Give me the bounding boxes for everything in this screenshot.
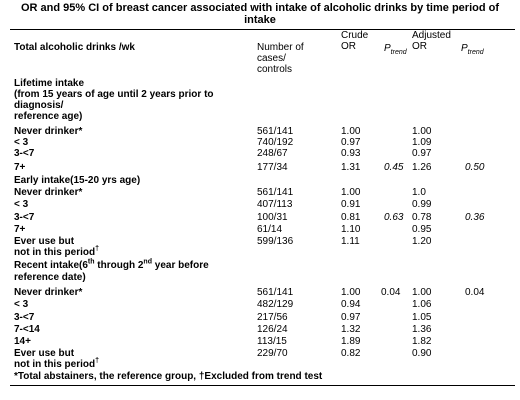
header-cases-3: controls bbox=[257, 64, 293, 75]
early-row-adjusted: 0.99 bbox=[412, 199, 432, 210]
recent-ever-use-cases: 229/70 bbox=[257, 348, 288, 359]
lifetime-row-ptrend-crude: 0.45 bbox=[384, 162, 404, 173]
header-adjusted-1: Adjusted bbox=[412, 30, 451, 41]
early-row-label: 7+ bbox=[14, 224, 26, 235]
recent-row-cases: 113/15 bbox=[257, 336, 287, 347]
recent-row-label: 7-<14 bbox=[14, 324, 40, 335]
recent-row-ptrend-adjusted: 0.04 bbox=[465, 287, 485, 298]
header-ptrend-2: Ptrend bbox=[461, 43, 484, 56]
recent-heading-1: Recent intake(6th through 2nd year befor… bbox=[14, 258, 209, 271]
lifetime-row-crude: 0.97 bbox=[341, 137, 361, 148]
header-ptrend-1: Ptrend bbox=[384, 43, 407, 56]
lifetime-heading-3: diagnosis/ bbox=[14, 100, 64, 111]
title-line-1: OR and 95% CI of breast cancer associate… bbox=[20, 2, 499, 14]
early-row-crude: 1.10 bbox=[341, 224, 361, 235]
lifetime-row-cases: 177/34 bbox=[257, 162, 288, 173]
early-row-adjusted: 0.78 bbox=[412, 212, 432, 223]
early-row-crude: 0.91 bbox=[341, 199, 361, 210]
early-row-cases: 561/141 bbox=[257, 187, 294, 198]
recent-row-cases: 126/24 bbox=[257, 324, 288, 335]
recent-row-cases: 561/141 bbox=[257, 287, 294, 298]
lifetime-row-adjusted: 1.09 bbox=[412, 137, 432, 148]
table-title: OR and 95% CI of breast cancer associate… bbox=[0, 2, 520, 26]
recent-row-adjusted: 1.05 bbox=[412, 312, 432, 323]
lifetime-row-cases: 561/141 bbox=[257, 126, 294, 137]
early-row-adjusted: 0.95 bbox=[412, 224, 432, 235]
header-total-drinks: Total alcoholic drinks /wk bbox=[14, 42, 135, 53]
recent-row-crude: 1.32 bbox=[341, 324, 361, 335]
early-ever-use-adjusted: 1.20 bbox=[412, 236, 432, 247]
early-row-label: < 3 bbox=[14, 199, 29, 210]
lifetime-row-label: 3-<7 bbox=[14, 148, 35, 159]
early-row-adjusted: 1.0 bbox=[412, 187, 426, 198]
title-line-2: intake bbox=[244, 14, 276, 26]
early-row-crude: 0.81 bbox=[341, 212, 361, 223]
early-row-label: Never drinker* bbox=[14, 187, 83, 198]
lifetime-row-crude: 0.93 bbox=[341, 148, 361, 159]
lifetime-row-label: Never drinker* bbox=[14, 126, 83, 137]
recent-ever-use-line-1: Ever use but bbox=[14, 348, 75, 359]
lifetime-row-label: 7+ bbox=[14, 162, 26, 173]
table-footnote: *Total abstainers, the reference group, … bbox=[14, 371, 323, 382]
lifetime-row-adjusted: 0.97 bbox=[412, 148, 432, 159]
lifetime-row-crude: 1.00 bbox=[341, 126, 361, 137]
footer-rule bbox=[10, 385, 515, 386]
recent-ever-use-line-2: not in this period† bbox=[14, 357, 100, 370]
recent-row-label: 14+ bbox=[14, 336, 31, 347]
early-ever-use-cases: 599/136 bbox=[257, 236, 294, 247]
recent-row-cases: 217/56 bbox=[257, 312, 288, 323]
early-row-cases: 61/14 bbox=[257, 224, 283, 235]
header-rule-top bbox=[10, 29, 515, 30]
recent-row-crude: 0.97 bbox=[341, 312, 361, 323]
recent-row-cases: 482/129 bbox=[257, 299, 294, 310]
recent-row-adjusted: 1.06 bbox=[412, 299, 432, 310]
early-ever-use-line-2: not in this period† bbox=[14, 245, 100, 258]
early-row-ptrend-adjusted: 0.36 bbox=[465, 212, 485, 223]
recent-row-adjusted: 1.36 bbox=[412, 324, 432, 335]
lifetime-row-adjusted: 1.26 bbox=[412, 162, 432, 173]
recent-row-label: 3-<7 bbox=[14, 312, 35, 323]
recent-heading-2: reference date) bbox=[14, 272, 86, 283]
recent-ever-use-adjusted: 0.90 bbox=[412, 348, 432, 359]
lifetime-row-adjusted: 1.00 bbox=[412, 126, 432, 137]
header-cases-2: cases/ bbox=[257, 53, 286, 64]
recent-row-adjusted: 1.82 bbox=[412, 336, 432, 347]
recent-row-label: < 3 bbox=[14, 299, 29, 310]
recent-row-crude: 1.00 bbox=[341, 287, 361, 298]
recent-row-crude: 0.94 bbox=[341, 299, 361, 310]
header-crude-1: Crude bbox=[341, 30, 369, 41]
header-cases-1: Number of bbox=[257, 42, 304, 53]
recent-ever-use-crude: 0.82 bbox=[341, 348, 361, 359]
early-heading: Early intake(15-20 yrs age) bbox=[14, 175, 141, 186]
early-row-label: 3-<7 bbox=[14, 212, 35, 223]
early-ever-use-line-1: Ever use but bbox=[14, 236, 75, 247]
lifetime-heading-2: (from 15 years of age until 2 years prio… bbox=[14, 89, 214, 100]
lifetime-row-crude: 1.31 bbox=[341, 162, 361, 173]
header-crude-2: OR bbox=[341, 41, 356, 52]
lifetime-heading-4: reference age) bbox=[14, 111, 83, 122]
lifetime-row-cases: 248/67 bbox=[257, 148, 288, 159]
lifetime-row-cases: 740/192 bbox=[257, 137, 294, 148]
recent-row-label: Never drinker* bbox=[14, 287, 83, 298]
early-ever-use-crude: 1.11 bbox=[341, 236, 360, 247]
recent-row-adjusted: 1.00 bbox=[412, 287, 432, 298]
lifetime-row-label: < 3 bbox=[14, 137, 29, 148]
early-row-ptrend-crude: 0.63 bbox=[384, 212, 404, 223]
early-row-crude: 1.00 bbox=[341, 187, 361, 198]
early-row-cases: 407/113 bbox=[257, 199, 293, 210]
recent-row-crude: 1.89 bbox=[341, 336, 361, 347]
lifetime-heading-1: Lifetime intake bbox=[14, 78, 85, 89]
early-row-cases: 100/31 bbox=[257, 212, 288, 223]
recent-row-ptrend-crude: 0.04 bbox=[381, 287, 401, 298]
lifetime-row-ptrend-adjusted: 0.50 bbox=[465, 162, 485, 173]
header-adjusted-2: OR bbox=[412, 41, 427, 52]
